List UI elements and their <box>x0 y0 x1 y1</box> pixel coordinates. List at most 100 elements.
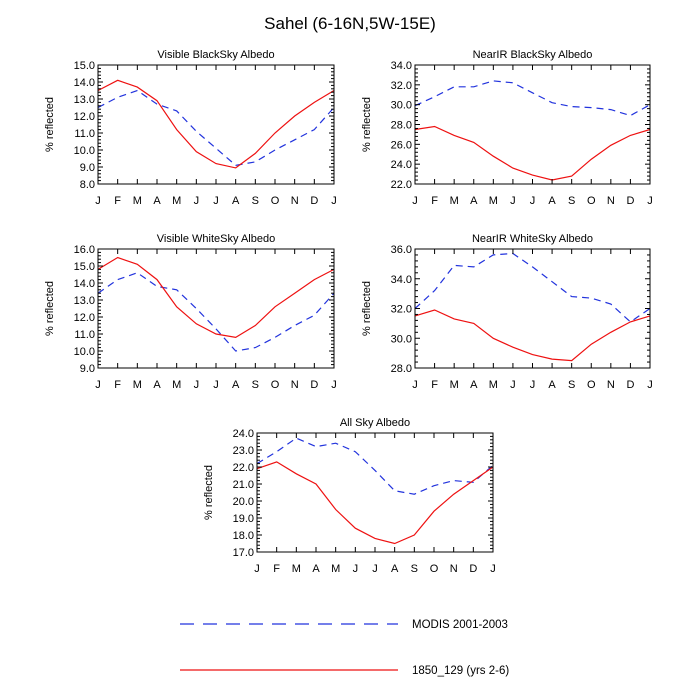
x-tick-label: J <box>530 379 536 391</box>
panel-5: All Sky Albedo % reflected 17.0 18.0 19.0 20.… <box>203 417 496 575</box>
series-line-modis <box>97 272 335 352</box>
y-tick-label: 20.0 <box>233 496 254 508</box>
y-tick-label: 18.0 <box>233 530 254 542</box>
x-tick-label: J <box>213 379 219 391</box>
x-tick-label: F <box>431 195 438 207</box>
y-tick-label: 17.0 <box>233 547 254 559</box>
series-line-modis <box>414 80 651 117</box>
y-tick-label: 28.0 <box>391 363 412 375</box>
x-tick-label: A <box>470 379 478 391</box>
x-tick-label: M <box>133 379 142 391</box>
x-tick-label: J <box>510 195 516 207</box>
x-tick-label: A <box>153 379 161 391</box>
x-tick-label: J <box>372 563 378 575</box>
x-tick-label: O <box>271 379 280 391</box>
x-tick-label: J <box>95 195 101 207</box>
y-tick-label: 24.0 <box>391 159 412 171</box>
x-tick-label: D <box>626 195 634 207</box>
x-tick-label: A <box>548 379 556 391</box>
x-tick-label: J <box>254 563 260 575</box>
x-tick-label: A <box>232 195 240 207</box>
x-tick-label: A <box>548 195 556 207</box>
plot-frame <box>97 248 335 369</box>
series-line-modis <box>256 437 494 495</box>
x-tick-label: A <box>470 195 478 207</box>
x-tick-label: J <box>353 563 359 575</box>
x-tick-label: N <box>291 379 299 391</box>
panel-2: NearIR BlackSky Albedo % reflected 22.0 24.… <box>361 49 653 207</box>
y-tick-label: 28.0 <box>391 120 412 132</box>
panel-title: All Sky Albedo <box>340 417 410 429</box>
x-tick-label: J <box>490 563 496 575</box>
x-tick-label: M <box>292 563 301 575</box>
y-tick-label: 12.0 <box>74 312 95 324</box>
x-tick-label: A <box>153 195 161 207</box>
x-tick-label: J <box>510 379 516 391</box>
panel-title: NearIR WhiteSky Albedo <box>472 233 593 245</box>
y-tick-label: 13.0 <box>74 295 95 307</box>
x-tick-label: N <box>450 563 458 575</box>
legend: MODIS 2001-2003 1850_129 (yrs 2-6) <box>180 619 509 677</box>
x-tick-label: J <box>647 195 653 207</box>
x-tick-label: O <box>430 563 439 575</box>
x-tick-label: J <box>331 379 337 391</box>
plot-frame <box>414 64 651 185</box>
x-tick-label: A <box>391 563 399 575</box>
y-tick-label: 15.0 <box>74 261 95 273</box>
panel-3: Visible WhiteSky Albedo % reflected 9.0 10.… <box>44 233 337 391</box>
x-tick-label: M <box>489 379 498 391</box>
y-tick-label: 14.0 <box>74 278 95 290</box>
y-tick-label: 13.0 <box>74 94 95 106</box>
y-tick-label: 34.0 <box>391 60 412 72</box>
y-tick-label: 36.0 <box>391 244 412 256</box>
series-line-model <box>97 256 335 339</box>
x-tick-label: J <box>194 195 200 207</box>
x-tick-label: J <box>412 195 418 207</box>
x-tick-label: M <box>450 195 459 207</box>
y-tick-label: 11.0 <box>74 128 95 140</box>
legend-label-model: 1850_129 (yrs 2-6) <box>412 665 509 677</box>
legend-label-modis: MODIS 2001-2003 <box>412 619 508 631</box>
x-tick-label: J <box>530 195 536 207</box>
x-tick-label: O <box>271 195 280 207</box>
series-line-model <box>256 461 494 545</box>
x-tick-label: D <box>626 379 634 391</box>
y-tick-label: 12.0 <box>74 111 95 123</box>
x-tick-label: D <box>310 379 318 391</box>
plot-frame <box>97 64 335 185</box>
x-tick-label: S <box>568 195 575 207</box>
x-tick-label: A <box>232 379 240 391</box>
series-line-model <box>97 79 335 169</box>
x-tick-label: F <box>431 379 438 391</box>
y-tick-label: 9.0 <box>80 162 95 174</box>
x-tick-label: M <box>133 195 142 207</box>
x-tick-label: S <box>568 379 575 391</box>
y-tick-label: 19.0 <box>233 513 254 525</box>
y-tick-label: 9.0 <box>80 363 95 375</box>
y-tick-label: 22.0 <box>391 179 412 191</box>
y-tick-label: 24.0 <box>233 428 254 440</box>
y-axis-label: % reflected <box>361 97 373 152</box>
y-tick-label: 21.0 <box>233 479 254 491</box>
x-tick-label: F <box>273 563 280 575</box>
panel-title: Visible WhiteSky Albedo <box>157 233 275 245</box>
x-tick-label: M <box>172 379 181 391</box>
x-tick-label: F <box>114 379 121 391</box>
panel-1: Visible BlackSky Albedo % reflected 8.0 9.0… <box>44 49 337 207</box>
y-tick-label: 32.0 <box>391 304 412 316</box>
x-tick-label: J <box>194 379 200 391</box>
y-tick-label: 30.0 <box>391 333 412 345</box>
y-tick-label: 16.0 <box>74 244 95 256</box>
x-tick-label: D <box>310 195 318 207</box>
x-tick-label: M <box>450 379 459 391</box>
x-tick-label: M <box>331 563 340 575</box>
y-tick-label: 10.0 <box>74 346 95 358</box>
x-tick-label: M <box>489 195 498 207</box>
y-tick-label: 22.0 <box>233 462 254 474</box>
y-axis-label: % reflected <box>44 281 56 336</box>
x-tick-label: A <box>312 563 320 575</box>
plot-frame <box>256 432 494 553</box>
panel-4: NearIR WhiteSky Albedo % reflected 28.0 30.… <box>361 233 653 391</box>
x-tick-label: N <box>607 195 615 207</box>
